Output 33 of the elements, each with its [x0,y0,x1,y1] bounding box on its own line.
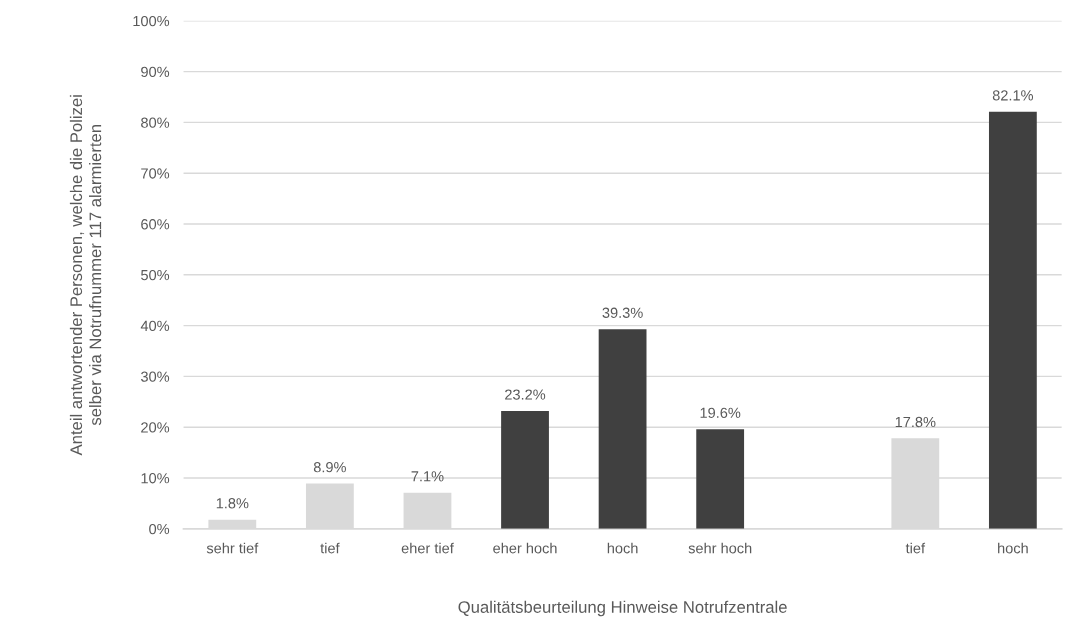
data-label: 19.6% [700,407,741,418]
bar [501,410,549,529]
x-tick-label: eher hoch [493,542,557,554]
x-tick-label: eher tief [401,542,454,554]
data-label: 39.3% [602,307,643,318]
y-tick-label: 60% [141,219,170,230]
x-axis-title: Qualitätsbeurteilung Hinweise Notrufzentrale [458,600,787,617]
y-tick-label: 20% [141,422,170,433]
x-tick-label: tief [905,542,926,554]
data-label: 7.1% [411,471,444,482]
y-tick-label: 40% [140,320,170,332]
x-tick-label: hoch [607,542,638,554]
data-label: 23.2% [505,389,546,400]
x-tick-label: sehr hoch [688,542,752,554]
y-tick-label: 90% [141,66,170,78]
y-tick-label: 100% [133,15,170,27]
bar [988,111,1037,529]
data-label: 82.1% [992,90,1034,101]
data-label: 1.8% [216,498,249,509]
y-axis-title: Anteil antwortender Personen, welche die Polizei selber via Notrufnummer 117 alarmierten [69,95,102,456]
y-tick-label: 70% [141,168,170,179]
data-label: 17.8% [895,416,936,428]
x-tick-label: hoch [998,542,1028,554]
y-tick-label: 50% [141,269,170,281]
bar [696,429,745,529]
y-tick-label: 0% [149,523,170,535]
bar [598,329,647,529]
y-tick-label: 10% [141,473,170,484]
x-tick-label: tief [320,542,340,554]
x-tick-label: sehr tief [206,542,259,554]
y-tick-label: 80% [141,117,170,128]
data-label: 8.9% [313,462,346,473]
y-tick-label: 30% [141,371,170,382]
